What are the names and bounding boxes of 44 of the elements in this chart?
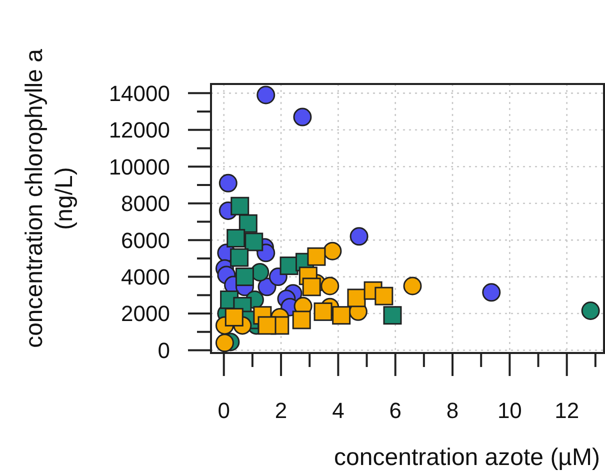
point: [230, 196, 250, 216]
point: [314, 302, 332, 321]
point: [374, 286, 394, 306]
point: [307, 247, 326, 266]
y-tick-label: 0: [158, 338, 170, 363]
x-axis-title: concentration azote (µM): [334, 444, 600, 471]
point: [332, 306, 351, 325]
y-tick-label: 10000: [108, 154, 170, 180]
point: [302, 278, 321, 296]
x-tick-label: 6: [389, 398, 402, 423]
y-tick-label: 6000: [121, 228, 170, 253]
x-tick-label: 10: [497, 398, 522, 423]
y-tick-label: 4000: [121, 264, 170, 290]
point: [293, 108, 312, 126]
point: [235, 268, 254, 286]
point: [482, 283, 501, 302]
y-axis-title: concentration chlorophylle a (ng/L): [21, 48, 78, 348]
point: [224, 308, 244, 326]
point: [581, 302, 600, 320]
point: [238, 214, 258, 233]
point: [256, 244, 276, 262]
point: [350, 227, 368, 246]
point: [218, 174, 238, 192]
point: [347, 288, 366, 308]
y-tick-label: 12000: [108, 118, 170, 143]
point: [256, 86, 276, 104]
x-tick-label: 0: [218, 398, 230, 423]
point: [320, 276, 340, 296]
point: [244, 232, 264, 252]
point: [383, 306, 402, 325]
x-tick-label: 4: [332, 398, 344, 423]
y-tick-label: 2000: [121, 301, 170, 326]
x-tick-label: 8: [446, 398, 459, 423]
point: [323, 242, 342, 260]
point: [215, 334, 234, 352]
point: [226, 228, 246, 248]
point: [230, 248, 249, 267]
x-tick-label: 2: [274, 398, 288, 423]
x-tick-label: 12: [554, 398, 580, 423]
y-tick-label: 14000: [108, 80, 170, 106]
point: [292, 310, 311, 330]
y-tick-label: 8000: [121, 191, 170, 216]
point: [403, 276, 422, 296]
point: [258, 316, 276, 335]
